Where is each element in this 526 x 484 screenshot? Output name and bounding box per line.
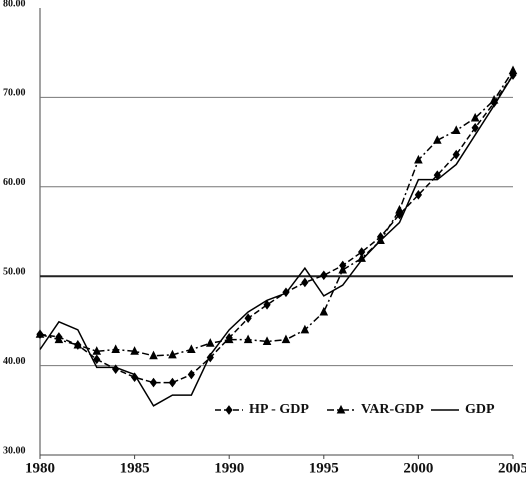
marker (300, 324, 310, 334)
marker (35, 329, 45, 338)
y-tick-label: 40.00 (3, 356, 26, 367)
x-tick-label: 1990 (214, 460, 244, 476)
legend-marker (225, 405, 233, 415)
x-tick-label: 1980 (25, 460, 55, 476)
y-tick-label: 60.00 (3, 177, 26, 188)
marker (281, 334, 291, 344)
marker (263, 299, 271, 310)
marker (395, 204, 404, 214)
legend-label: HP - GDP (249, 402, 309, 417)
marker (338, 264, 348, 274)
marker (414, 190, 423, 200)
marker (187, 344, 196, 354)
y-tick-label: 80.00 (3, 0, 26, 9)
marker (451, 125, 461, 134)
marker (168, 349, 177, 359)
marker (470, 112, 480, 122)
series-line (39, 74, 514, 407)
marker (320, 270, 328, 281)
marker (508, 65, 518, 75)
marker (452, 149, 460, 160)
marker (414, 154, 423, 164)
series-line (39, 74, 514, 384)
x-tick-label: 1985 (120, 460, 150, 476)
series-line (39, 70, 514, 357)
legend-label: GDP (465, 402, 495, 417)
marker (471, 122, 479, 133)
marker (319, 306, 329, 316)
legend-label: VAR-GDP (361, 402, 424, 417)
marker (73, 339, 83, 349)
marker (130, 346, 139, 355)
y-tick-label: 30.00 (3, 445, 26, 456)
marker (205, 338, 215, 347)
marker (112, 364, 120, 375)
x-tick-label: 2005 (498, 460, 526, 476)
y-tick-label: 50.00 (3, 266, 26, 277)
x-tick-label: 1995 (309, 460, 339, 476)
marker (149, 350, 158, 360)
marker (168, 377, 177, 388)
legend-marker (336, 404, 346, 414)
x-tick-label: 2000 (403, 460, 433, 476)
marker (301, 277, 309, 288)
marker (92, 346, 102, 355)
marker (224, 334, 234, 344)
y-tick-label: 70.00 (3, 88, 26, 99)
marker (149, 377, 158, 388)
marker (93, 354, 101, 365)
marker (54, 334, 64, 344)
marker (243, 334, 253, 344)
marker (130, 372, 139, 383)
marker (111, 344, 120, 354)
marker (187, 369, 195, 380)
marker (244, 313, 252, 324)
marker (433, 135, 442, 144)
marker (262, 336, 272, 345)
